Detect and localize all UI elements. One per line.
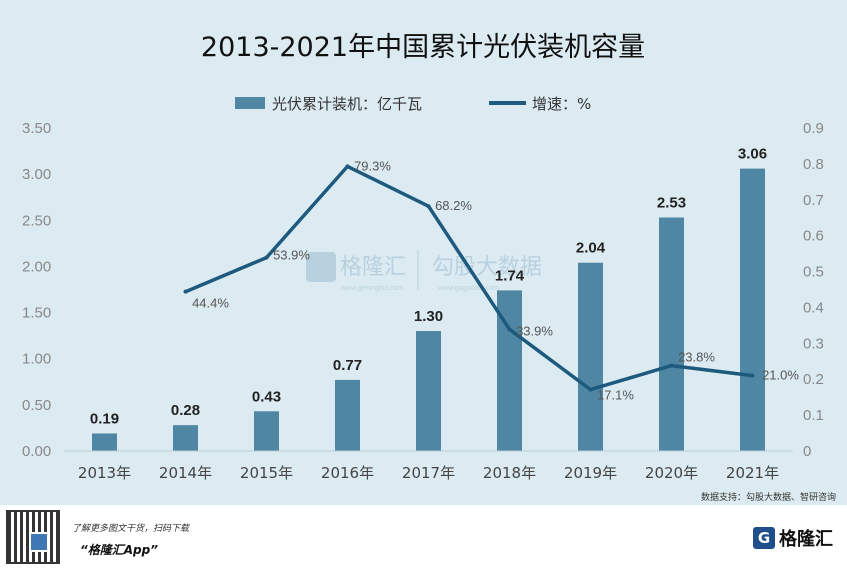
line-point (588, 387, 593, 392)
watermark-brand-sub: www.gelonghui.com (340, 285, 403, 292)
x-tick-label: 2017年 (402, 464, 455, 482)
watermark-logo-icon (306, 252, 336, 282)
y-left-tick-label: 2.00 (22, 258, 51, 275)
growth-line (184, 164, 753, 392)
footer-app-name: “格隆汇App” (80, 543, 158, 557)
watermark-partner-sub: www.gogudata.com (437, 285, 499, 292)
line-value-label: 21.0% (762, 368, 799, 383)
brand-logo-icon: G (753, 527, 775, 549)
qr-code-icon[interactable] (6, 510, 60, 564)
chart: 2013-2021年中国累计光伏装机容量 光伏累计装机：亿千瓦 增速：% 格隆汇… (22, 32, 836, 503)
bar (578, 262, 603, 451)
y-right-tick-label: 0.3 (803, 335, 824, 352)
y-left-tick-label: 0.50 (22, 397, 51, 414)
y-right-tick-label: 0.1 (803, 407, 824, 424)
line-point (507, 327, 512, 332)
bar-series: 0.19 0.28 0.43 0.77 1.30 1.74 2.04 2.53 3.06 (90, 146, 767, 451)
bar (173, 425, 198, 451)
line-point (183, 289, 188, 294)
footer: 了解更多图文干货，扫码下载 “格隆汇App” G 格隆汇 (0, 505, 847, 576)
line-value-label: 17.1% (597, 388, 634, 403)
x-tick-label: 2019年 (564, 464, 617, 482)
bar (335, 379, 360, 451)
line-value-label: 33.9% (516, 323, 553, 338)
x-tick-label: 2016年 (321, 464, 374, 482)
bar-value-label: 3.06 (738, 146, 767, 163)
line-point (264, 255, 269, 260)
bar (416, 331, 441, 451)
source-note: 数据支持：勾股大数据、智研咨询 (701, 491, 836, 503)
bar-value-label: 1.30 (414, 308, 443, 325)
bar-value-label: 0.19 (90, 410, 119, 427)
line-point (669, 363, 674, 368)
y-right-tick-label: 0.9 (803, 120, 824, 137)
line-value-label: 23.8% (678, 350, 715, 365)
x-tick-label: 2018年 (483, 464, 536, 482)
bar-value-label: 2.53 (657, 195, 686, 212)
y-right-tick-label: 0 (803, 443, 811, 460)
line-value-label: 53.9% (273, 248, 310, 263)
bar-value-label: 2.04 (576, 240, 606, 257)
bar (254, 411, 279, 451)
line-point (750, 373, 755, 378)
y-left-tick-label: 2.50 (22, 212, 51, 229)
line-value-label: 68.2% (435, 198, 472, 213)
legend-bar-label: 光伏累计装机：亿千瓦 (272, 95, 422, 113)
line-value-label: 79.3% (354, 158, 391, 173)
x-tick-label: 2014年 (159, 464, 212, 482)
bar-value-label: 0.28 (171, 402, 200, 419)
legend-bar-swatch (235, 97, 265, 109)
bar-value-label: 0.77 (333, 357, 362, 374)
y-left-tick-label: 0.00 (22, 443, 51, 460)
y-right-tick-label: 0.2 (803, 371, 824, 388)
y-left-tick-label: 1.50 (22, 305, 51, 322)
y-right-tick-label: 0.7 (803, 192, 824, 209)
brand-name: 格隆汇 (779, 529, 833, 550)
chart-title: 2013-2021年中国累计光伏装机容量 (201, 32, 645, 63)
brand-logo: G 格隆汇 (753, 525, 833, 551)
y-left-tick-label: 3.50 (22, 120, 51, 137)
line-point (345, 164, 350, 169)
y-right-tick-label: 0.4 (803, 299, 824, 316)
line-value-label: 44.4% (192, 296, 229, 311)
watermark: 格隆汇 www.gelonghui.com 勾股大数据 www.gogudata… (306, 250, 542, 292)
x-tick-label: 2020年 (645, 464, 698, 482)
bar (659, 217, 684, 451)
y-left-tick-label: 1.00 (22, 351, 51, 368)
y-right-tick-label: 0.5 (803, 264, 824, 281)
y-right-tick-label: 0.6 (803, 228, 824, 245)
bar-value-label: 0.43 (252, 388, 281, 405)
x-axis: 2013年 2014年 2015年 2016年 2017年 2018年 2019年 2020年… (78, 464, 779, 482)
watermark-brand: 格隆汇 (340, 255, 406, 280)
x-tick-label: 2013年 (78, 464, 131, 482)
legend-line-label: 增速：% (532, 95, 591, 113)
y-axis-left: 0.00 0.50 1.00 1.50 2.00 2.50 3.00 3.50 (22, 120, 51, 460)
legend: 光伏累计装机：亿千瓦 增速：% (235, 95, 591, 113)
y-left-tick-label: 3.00 (22, 166, 51, 183)
bar (740, 168, 765, 451)
bar-value-label: 1.74 (495, 267, 525, 284)
bar (92, 433, 117, 451)
line-point (426, 204, 431, 209)
x-tick-label: 2015年 (240, 464, 293, 482)
footer-caption: 了解更多图文干货，扫码下载 (72, 524, 190, 534)
y-axis-right: 0 0.1 0.2 0.3 0.4 0.5 0.6 0.7 0.8 0.9 (803, 120, 824, 460)
y-right-tick-label: 0.8 (803, 156, 824, 173)
x-tick-label: 2021年 (726, 464, 779, 482)
watermark-partner: 勾股大数据 (432, 255, 542, 280)
line-series: 44.4% 53.9% 79.3% 68.2% 33.9% 17.1% 23.8% 21.0% (183, 158, 799, 403)
